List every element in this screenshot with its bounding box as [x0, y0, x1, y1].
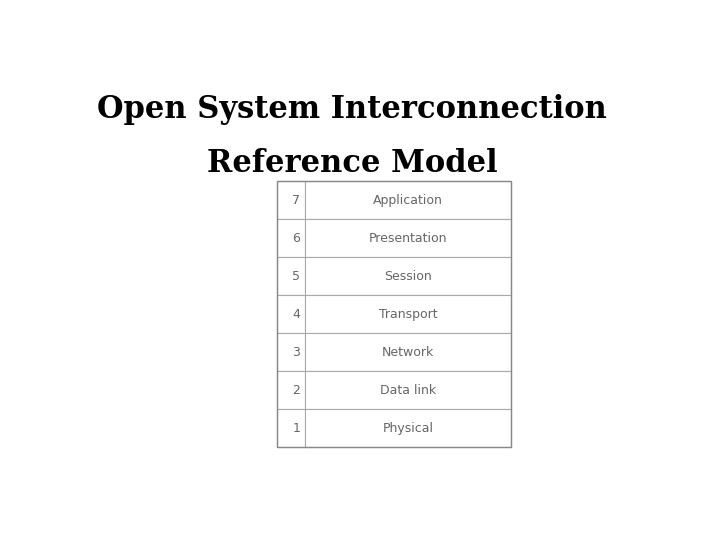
Bar — [277, 257, 305, 295]
Bar — [277, 409, 305, 447]
Bar — [305, 257, 511, 295]
Text: Open System Interconnection: Open System Interconnection — [97, 94, 607, 125]
Bar — [305, 295, 511, 333]
Bar — [277, 219, 305, 257]
Text: Transport: Transport — [379, 308, 437, 321]
Text: Session: Session — [384, 270, 432, 283]
Bar — [305, 372, 511, 409]
Bar — [277, 181, 511, 447]
Bar — [305, 409, 511, 447]
Text: 5: 5 — [292, 270, 300, 283]
Text: 1: 1 — [292, 422, 300, 435]
Text: 3: 3 — [292, 346, 300, 359]
Bar — [305, 219, 511, 257]
Text: 6: 6 — [292, 232, 300, 245]
Text: Reference Model: Reference Model — [207, 148, 498, 179]
Bar — [277, 372, 305, 409]
Text: 4: 4 — [292, 308, 300, 321]
Text: Presentation: Presentation — [369, 232, 447, 245]
Text: 2: 2 — [292, 384, 300, 397]
Bar — [305, 181, 511, 219]
Bar — [277, 333, 305, 372]
Bar — [277, 295, 305, 333]
Text: Application: Application — [373, 194, 443, 207]
Text: 7: 7 — [292, 194, 300, 207]
Bar — [305, 333, 511, 372]
Text: Physical: Physical — [382, 422, 433, 435]
Text: Network: Network — [382, 346, 434, 359]
Text: Data link: Data link — [380, 384, 436, 397]
Bar — [277, 181, 305, 219]
